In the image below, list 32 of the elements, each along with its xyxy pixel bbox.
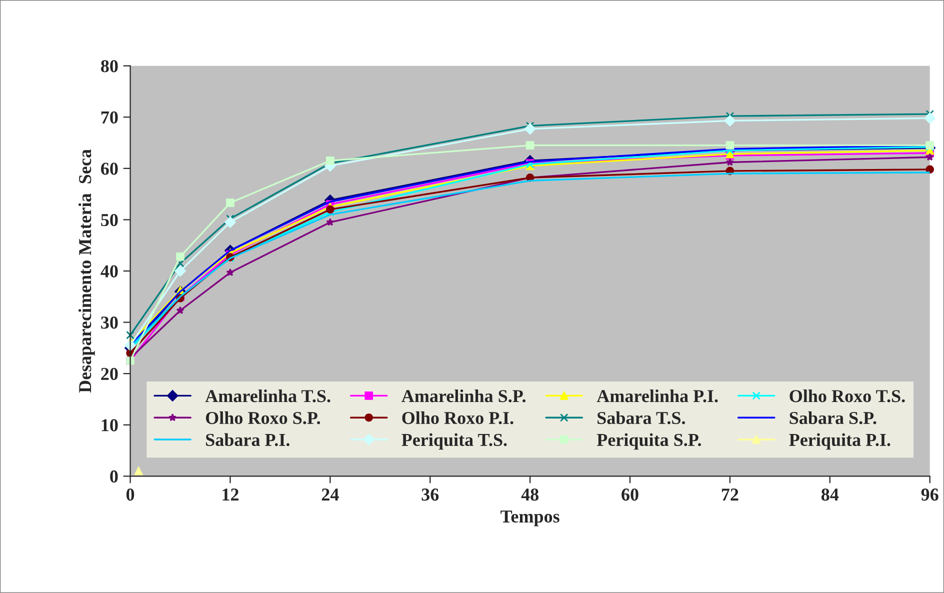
x-tick-label: 48 — [521, 488, 538, 501]
y-tick-label: 80 — [101, 60, 118, 72]
x-tick-label: 12 — [222, 488, 238, 501]
legend-label: Periquita T.S. — [402, 433, 507, 450]
legend-label: Periquita P.I. — [789, 433, 890, 450]
x-tick-label: 0 — [126, 488, 134, 501]
legend-label: Olho Roxo P.I. — [402, 411, 514, 424]
legend-label: Amarelinha T.S. — [205, 389, 330, 402]
x-tick-label: 96 — [921, 488, 938, 501]
x-axis-title: Tempos — [500, 510, 560, 526]
legend-label: Olho Roxo T.S. — [790, 389, 905, 402]
x-tick-label: 72 — [722, 488, 738, 501]
legend-label: Sabara P.I. — [206, 433, 290, 446]
x-tick-label: 36 — [422, 488, 439, 501]
legend-label: Sabara S.P. — [790, 411, 876, 424]
legend-label: Amarelinha P.I. — [596, 389, 718, 402]
x-tick-label: 84 — [821, 488, 839, 501]
y-tick-label: 0 — [110, 470, 118, 483]
y-tick-label: 50 — [101, 214, 118, 226]
y-tick-label: 30 — [101, 316, 118, 329]
y-tick-label: 70 — [101, 111, 118, 124]
legend-label: Sabara T.S. — [598, 411, 685, 424]
y-tick-label: 40 — [100, 265, 118, 278]
y-tick-label: 20 — [101, 368, 118, 380]
legend-label: Periquita S.P. — [596, 433, 701, 450]
y-tick-label: 60 — [101, 162, 118, 175]
x-tick-label: 60 — [622, 488, 638, 501]
legend-label: Olho Roxo S.P. — [206, 411, 320, 424]
y-tick-label: 10 — [102, 419, 118, 432]
legend-label: Amarelinha S.P. — [402, 389, 526, 402]
y-axis-title: Desaparecimento Materia Seca — [78, 149, 95, 393]
x-tick-label: 24 — [322, 488, 339, 501]
